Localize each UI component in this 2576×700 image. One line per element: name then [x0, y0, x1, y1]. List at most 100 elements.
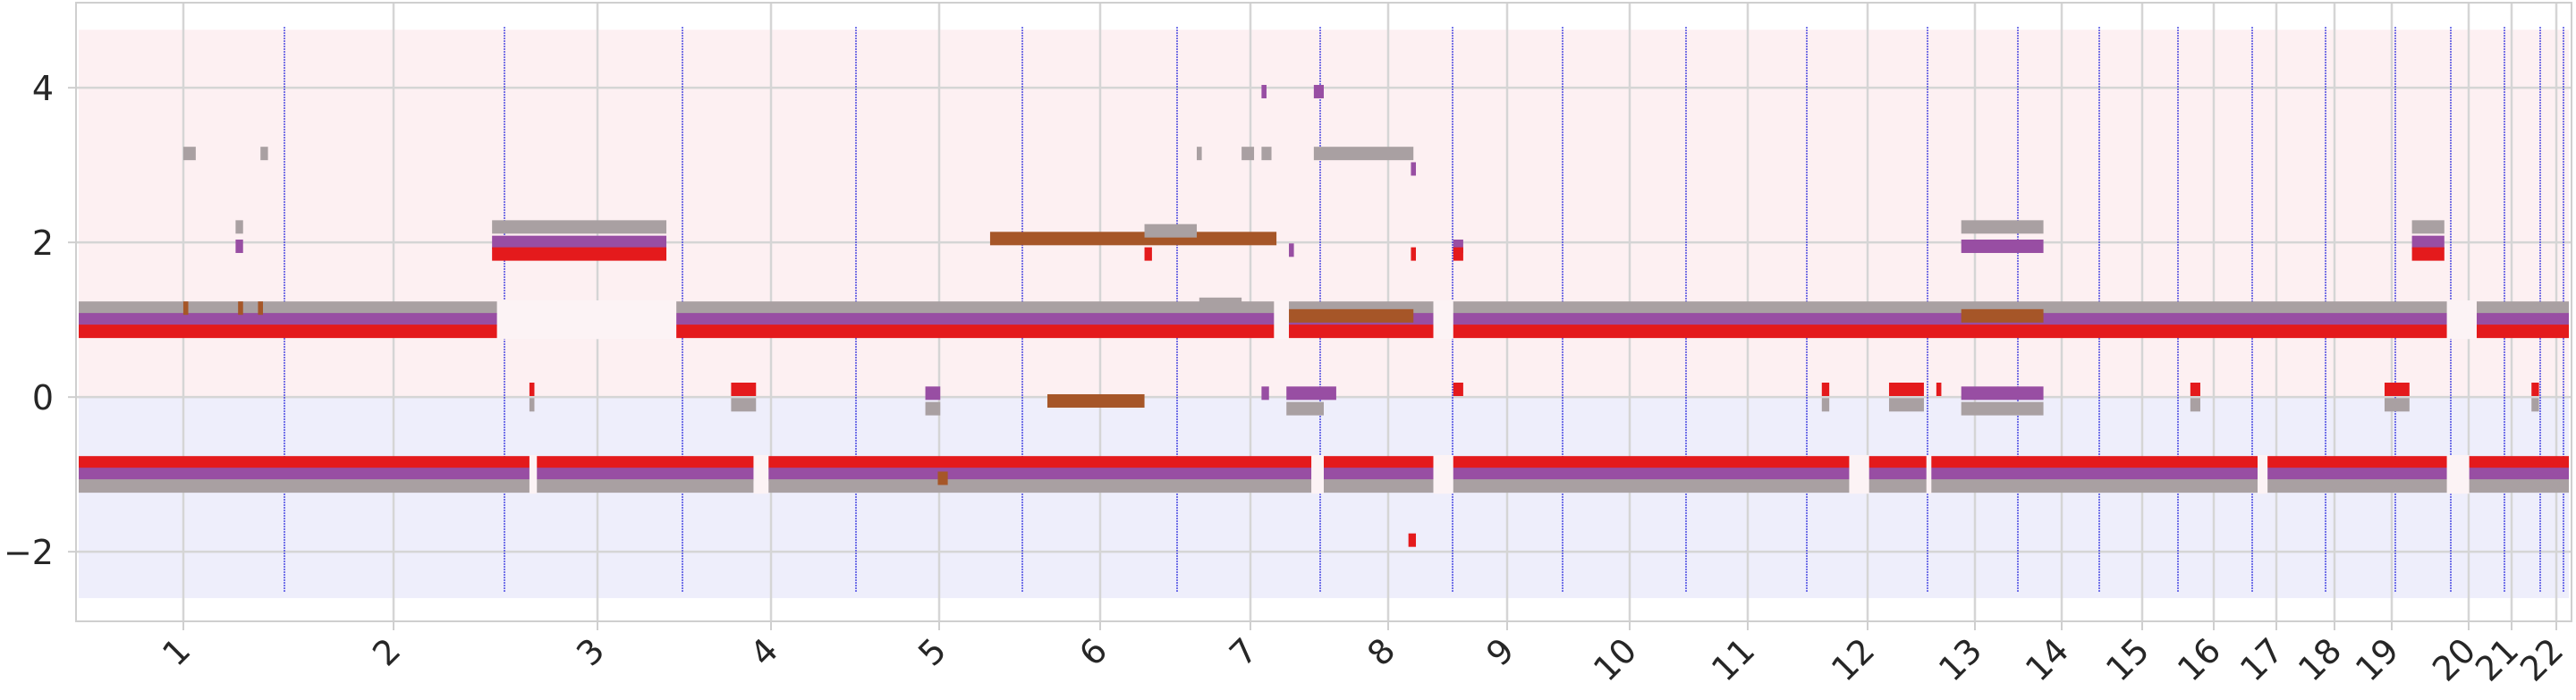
- segment-gray-56: [2190, 398, 2200, 412]
- segment-gap-0: [496, 300, 677, 340]
- segment-gray-28: [1241, 147, 1255, 161]
- background-band-1: [79, 397, 2569, 599]
- segment-gray-47: [1888, 398, 1924, 412]
- x-tick-label-16: 17: [2233, 630, 2291, 688]
- x-tick-label-18: 19: [2348, 630, 2406, 688]
- x-tick-label-10: 11: [1704, 630, 1762, 688]
- segment-red-67: [768, 456, 2570, 470]
- segment-gap-5: [1433, 300, 1453, 340]
- segment-purple-50: [1961, 239, 2044, 253]
- segment-purple-35: [1286, 386, 1336, 401]
- segment-brown-3: [182, 301, 189, 316]
- segment-purple-17: [666, 313, 2570, 327]
- segment-brown-4: [238, 301, 243, 316]
- segment-red-46: [1888, 383, 1924, 396]
- y-axis-ticks: −2 0 2 4: [4, 69, 76, 572]
- segment-gray-33: [1199, 297, 1242, 311]
- x-tick-label-4: 5: [911, 630, 953, 673]
- segment-red-55: [2190, 383, 2200, 396]
- segment-gray-63: [2531, 398, 2539, 412]
- segment-purple-9: [235, 239, 243, 253]
- y-tick-label-3: 4: [32, 69, 54, 108]
- plot-frame: [75, 2, 2572, 622]
- segment-red-57: [2384, 383, 2410, 396]
- segment-purple-1: [79, 313, 497, 327]
- segment-gray-59: [2411, 220, 2445, 234]
- x-tick-label-9: 10: [1586, 630, 1644, 688]
- segment-red-64: [79, 456, 754, 470]
- segment-gaps: [496, 300, 2477, 494]
- segment-gray-22: [925, 401, 941, 416]
- x-tick-label-13: 14: [2018, 630, 2076, 688]
- segment-gray-0: [79, 301, 497, 316]
- segment-gap-2: [753, 455, 769, 494]
- segment-red-12: [492, 247, 667, 261]
- segment-purple-65: [79, 468, 754, 482]
- segment-gray-36: [1286, 401, 1324, 416]
- x-tick-label-15: 16: [2170, 630, 2228, 688]
- y-tick-label-2: 2: [32, 223, 54, 263]
- x-tick-label-0: 1: [155, 630, 198, 673]
- x-tick-label-14: 15: [2098, 630, 2157, 688]
- segment-red-2: [79, 325, 497, 339]
- segment-brown-23: [989, 232, 1277, 246]
- segment-brown-70: [937, 471, 948, 485]
- segment-purple-68: [768, 468, 2570, 482]
- segment-purple-39: [1411, 162, 1417, 176]
- segment-purple-60: [2411, 235, 2445, 249]
- segment-gray-16: [666, 301, 2570, 316]
- segment-gap-9: [2258, 455, 2268, 494]
- x-tick-label-17: 18: [2291, 630, 2349, 688]
- y-tick-label-1: 0: [32, 378, 54, 417]
- segment-purple-21: [925, 386, 941, 401]
- segment-gray-25: [1144, 223, 1198, 238]
- segment-gap-11: [2446, 300, 2477, 340]
- segment-gray-58: [2384, 398, 2410, 412]
- segment-red-42: [1453, 247, 1463, 261]
- segment-gray-29: [1261, 147, 1272, 161]
- segment-gray-45: [1821, 398, 1830, 412]
- segment-brown-24: [1046, 393, 1145, 408]
- segment-red-18: [666, 325, 2570, 339]
- segment-red-43: [1453, 383, 1463, 396]
- x-tick-label-12: 13: [1931, 630, 1989, 688]
- series-segments: [79, 84, 2570, 547]
- x-tick-label-1: 2: [365, 630, 408, 673]
- segment-purple-31: [1313, 84, 1324, 98]
- segment-purple-52: [1961, 386, 2044, 401]
- segment-purple-34: [1261, 386, 1269, 401]
- segment-purple-38: [1289, 243, 1294, 257]
- segment-gray-15: [529, 398, 535, 412]
- segment-purple-30: [1261, 84, 1267, 98]
- x-tick-label-3: 4: [742, 630, 785, 673]
- segment-gray-53: [1961, 401, 2044, 416]
- segment-red-26: [1144, 247, 1152, 261]
- segment-gray-49: [1961, 220, 2044, 234]
- segment-brown-37: [1286, 308, 1414, 323]
- segment-gap-6: [1433, 455, 1453, 494]
- segment-gray-69: [768, 479, 2570, 493]
- segment-red-44: [1821, 383, 1830, 396]
- segment-gray-6: [182, 147, 196, 161]
- segment-gray-66: [79, 479, 754, 493]
- segment-red-61: [2411, 247, 2445, 261]
- segment-red-48: [1936, 383, 1942, 396]
- segment-red-62: [2531, 383, 2539, 396]
- segment-gray-27: [1197, 147, 1202, 161]
- x-tick-label-7: 8: [1360, 630, 1402, 673]
- segment-gap-7: [1849, 455, 1869, 494]
- segment-brown-51: [1961, 308, 2044, 323]
- segment-brown-5: [258, 301, 264, 316]
- segment-red-40: [1411, 247, 1417, 261]
- x-tick-label-11: 12: [1824, 630, 1882, 688]
- segment-gap-4: [1311, 455, 1324, 494]
- segment-red-71: [1408, 533, 1417, 547]
- segment-gray-32: [1313, 147, 1414, 161]
- segment-gray-8: [235, 220, 243, 234]
- segment-purple-41: [1453, 239, 1463, 253]
- segment-gap-10: [2446, 455, 2470, 494]
- segment-gap-1: [529, 455, 538, 494]
- background-band-0: [79, 30, 2569, 398]
